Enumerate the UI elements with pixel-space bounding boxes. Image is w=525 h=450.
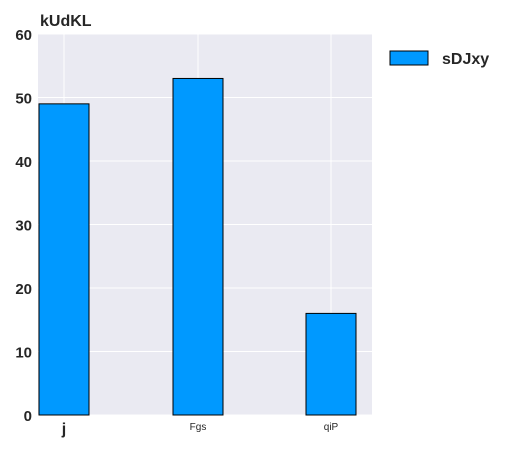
- y-tick-label: 50: [15, 91, 32, 108]
- x-axis: j Fgs qiP: [61, 421, 339, 438]
- y-tick-label: 30: [15, 218, 32, 235]
- y-axis: 0 10 20 30 40 50 60: [15, 27, 32, 425]
- x-tick-label-j: j: [61, 421, 66, 438]
- y-tick-label: 40: [15, 154, 32, 171]
- x-tick-label-fgs: Fgs: [190, 422, 207, 433]
- y-tick-label: 0: [24, 408, 32, 425]
- y-tick-label: 10: [15, 345, 32, 362]
- bar-j: [38, 103, 90, 416]
- bar-qip: [305, 312, 357, 416]
- x-tick-label-qip: qiP: [324, 422, 339, 433]
- chart-title: kUdKL: [40, 13, 92, 30]
- bars: [38, 77, 357, 416]
- y-tick-label: 60: [15, 27, 32, 44]
- y-tick-label: 20: [15, 281, 32, 298]
- legend: sDJxy: [389, 50, 489, 68]
- legend-swatch-sdjxy: [389, 50, 429, 66]
- legend-label-sdjxy: sDJxy: [442, 51, 489, 68]
- bar-fgs: [172, 77, 224, 416]
